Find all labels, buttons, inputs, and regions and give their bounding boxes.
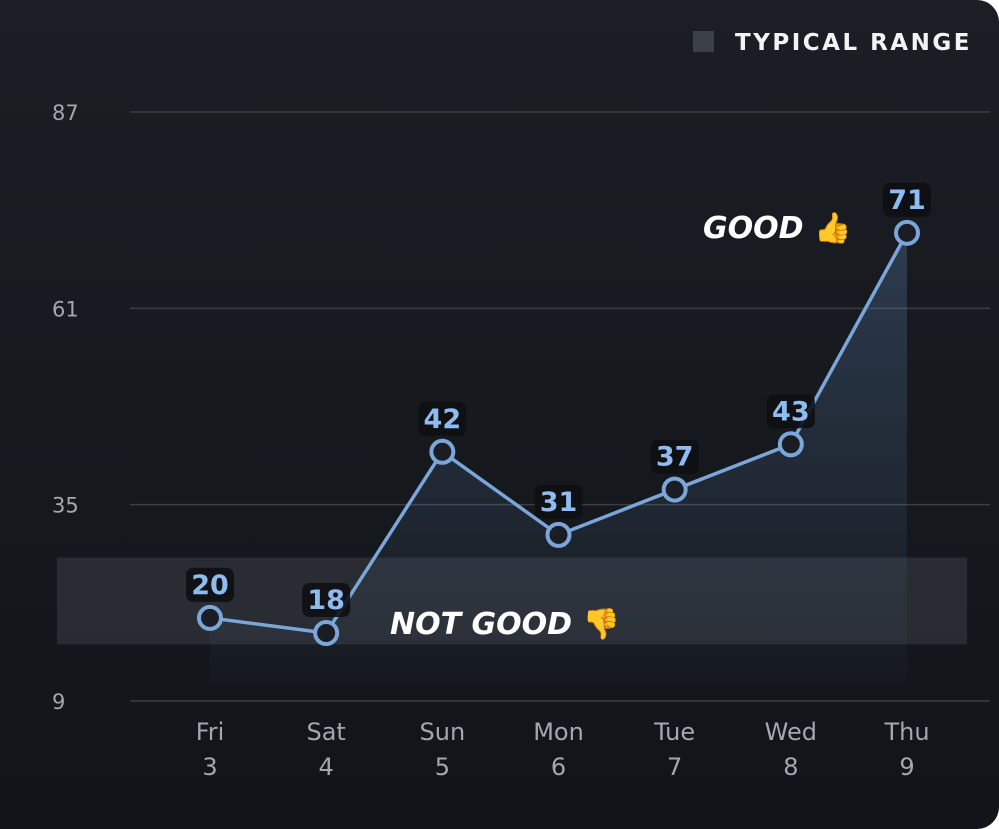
annotation-not-good: NOT GOOD 👎	[390, 607, 620, 642]
area-fill	[210, 232, 907, 682]
x-tick-date: 8	[783, 753, 798, 781]
data-point[interactable]	[545, 521, 572, 548]
x-tick-date: 9	[899, 753, 914, 781]
thumbs-up-icon: 👍	[814, 210, 851, 246]
data-point[interactable]	[894, 219, 920, 246]
data-point[interactable]	[661, 476, 688, 503]
x-tick-date: 4	[319, 753, 334, 781]
x-tick-day: Wed	[765, 718, 817, 746]
x-tick-date: 7	[667, 753, 682, 781]
legend-swatch	[693, 31, 714, 52]
data-label: 43	[772, 396, 810, 427]
data-label-bg	[650, 439, 699, 474]
data-label-bg	[302, 583, 351, 618]
legend-label: TYPICAL RANGE	[735, 30, 972, 56]
data-label: 31	[540, 487, 578, 518]
y-tick-label: 35	[52, 494, 79, 518]
data-label: 37	[656, 442, 694, 473]
y-tick-label: 9	[52, 690, 65, 714]
data-label: 42	[424, 404, 462, 435]
y-tick-label: 61	[52, 297, 79, 321]
x-tick-day: Fri	[196, 718, 225, 746]
data-label-bg	[418, 401, 467, 436]
data-point[interactable]	[313, 620, 340, 647]
x-tick-day: Mon	[533, 718, 584, 746]
data-label: 71	[888, 185, 926, 216]
annotation-good: GOOD 👍	[703, 210, 851, 246]
x-tick-date: 5	[435, 753, 450, 781]
data-point[interactable]	[429, 438, 456, 465]
x-tick-day: Sun	[420, 718, 466, 746]
data-label: 20	[191, 570, 229, 601]
x-tick-date: 3	[202, 753, 217, 781]
data-label-bg	[534, 484, 583, 519]
data-label-bg	[186, 567, 234, 602]
y-tick-label: 87	[52, 101, 79, 125]
x-tick-day: Thu	[883, 718, 929, 746]
x-tick-day: Tue	[653, 718, 695, 746]
data-point[interactable]	[777, 431, 804, 458]
x-tick-date: 6	[551, 753, 566, 781]
data-label: 18	[307, 585, 345, 616]
data-label-bg	[883, 182, 931, 217]
x-tick-day: Sat	[306, 718, 345, 746]
thumbs-down-icon: 👎	[583, 607, 620, 642]
data-point[interactable]	[197, 604, 223, 631]
data-label-bg	[766, 394, 815, 429]
